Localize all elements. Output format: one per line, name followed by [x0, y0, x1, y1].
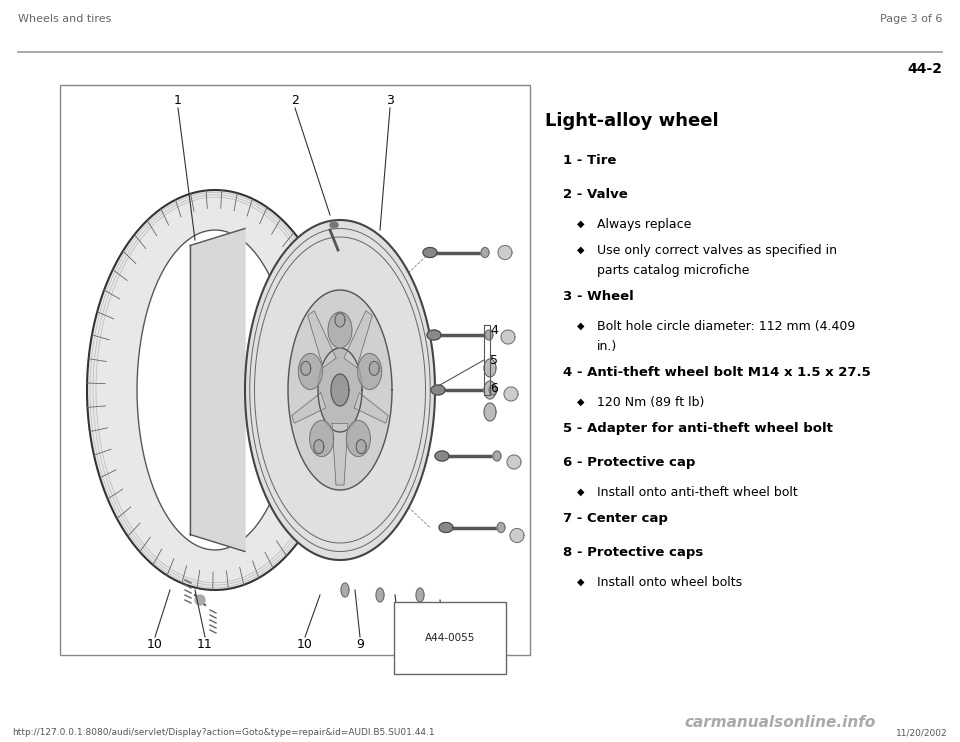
Polygon shape — [485, 330, 493, 340]
Text: 8 - Protective caps: 8 - Protective caps — [563, 546, 704, 559]
Polygon shape — [137, 230, 293, 550]
Polygon shape — [510, 528, 524, 542]
Text: 3: 3 — [386, 93, 394, 107]
Polygon shape — [358, 353, 382, 390]
Polygon shape — [356, 439, 366, 453]
Text: Page 3 of 6: Page 3 of 6 — [879, 14, 942, 24]
Text: Bolt hole circle diameter: 112 mm (4.409: Bolt hole circle diameter: 112 mm (4.409 — [597, 320, 855, 333]
Polygon shape — [330, 222, 338, 228]
Polygon shape — [300, 361, 311, 375]
Polygon shape — [493, 451, 501, 461]
Polygon shape — [328, 312, 352, 348]
Polygon shape — [344, 311, 372, 367]
Polygon shape — [332, 424, 348, 485]
Polygon shape — [288, 290, 392, 490]
Text: Install onto anti-theft wheel bolt: Install onto anti-theft wheel bolt — [597, 486, 798, 499]
Polygon shape — [347, 421, 371, 456]
Text: 4: 4 — [490, 324, 498, 337]
Polygon shape — [190, 229, 245, 551]
Polygon shape — [245, 220, 435, 560]
Polygon shape — [416, 588, 424, 602]
Text: Wheels and tires: Wheels and tires — [18, 14, 111, 24]
Text: ◆: ◆ — [577, 397, 585, 407]
Text: 6: 6 — [490, 381, 498, 395]
Polygon shape — [331, 374, 349, 406]
Text: 1: 1 — [174, 93, 182, 107]
Polygon shape — [376, 588, 384, 602]
Text: 7: 7 — [441, 639, 449, 651]
Polygon shape — [335, 313, 345, 327]
Polygon shape — [314, 439, 324, 453]
Text: 7 - Center cap: 7 - Center cap — [563, 512, 668, 525]
Text: Use only correct valves as specified in: Use only correct valves as specified in — [597, 244, 837, 257]
Polygon shape — [481, 248, 489, 257]
Polygon shape — [435, 451, 449, 461]
Text: 2 - Valve: 2 - Valve — [563, 188, 628, 201]
Polygon shape — [299, 353, 323, 390]
Polygon shape — [501, 330, 515, 344]
Text: 6 - Protective cap: 6 - Protective cap — [563, 456, 695, 469]
Polygon shape — [308, 311, 336, 367]
Polygon shape — [507, 455, 521, 469]
Text: Always replace: Always replace — [597, 218, 691, 231]
Text: 10: 10 — [297, 639, 313, 651]
Polygon shape — [292, 393, 325, 423]
Polygon shape — [354, 393, 388, 423]
Text: Light-alloy wheel: Light-alloy wheel — [545, 112, 719, 130]
Polygon shape — [504, 387, 518, 401]
Text: ◆: ◆ — [577, 577, 585, 587]
Text: ◆: ◆ — [577, 321, 585, 331]
Polygon shape — [370, 361, 379, 375]
Polygon shape — [427, 330, 441, 340]
Text: 2: 2 — [291, 93, 299, 107]
Text: 44-2: 44-2 — [907, 62, 942, 76]
Polygon shape — [484, 403, 496, 421]
Polygon shape — [423, 248, 437, 257]
Text: 11/20/2002: 11/20/2002 — [897, 728, 948, 737]
Text: 11: 11 — [197, 639, 213, 651]
Text: 9: 9 — [356, 639, 364, 651]
Polygon shape — [310, 421, 334, 456]
Polygon shape — [87, 190, 343, 590]
Text: 120 Nm (89 ft lb): 120 Nm (89 ft lb) — [597, 396, 705, 409]
Text: ◆: ◆ — [577, 487, 585, 497]
Text: carmanualsonline.info: carmanualsonline.info — [684, 715, 876, 730]
Polygon shape — [498, 246, 512, 260]
Text: 1 - Tire: 1 - Tire — [563, 154, 616, 167]
Text: 8: 8 — [396, 639, 404, 651]
Polygon shape — [195, 595, 205, 605]
Polygon shape — [484, 381, 496, 399]
Polygon shape — [484, 359, 496, 377]
Text: A44-0055: A44-0055 — [425, 633, 475, 643]
Text: ◆: ◆ — [577, 219, 585, 229]
Text: 5: 5 — [490, 353, 498, 367]
Text: http://127.0.0.1:8080/audi/servlet/Display?action=Goto&type=repair&id=AUDI.B5.SU: http://127.0.0.1:8080/audi/servlet/Displ… — [12, 728, 435, 737]
Polygon shape — [439, 522, 453, 533]
Bar — [60, 85, 530, 655]
Polygon shape — [489, 385, 497, 395]
Polygon shape — [431, 385, 445, 395]
Text: 4 - Anti-theft wheel bolt M14 x 1.5 x 27.5: 4 - Anti-theft wheel bolt M14 x 1.5 x 27… — [563, 366, 871, 379]
Text: Install onto wheel bolts: Install onto wheel bolts — [597, 576, 742, 589]
Text: in.): in.) — [597, 340, 617, 353]
Polygon shape — [497, 522, 505, 533]
Text: parts catalog microfiche: parts catalog microfiche — [597, 264, 750, 277]
Text: 3 - Wheel: 3 - Wheel — [563, 290, 634, 303]
Polygon shape — [341, 583, 349, 597]
Polygon shape — [318, 348, 362, 432]
Text: ◆: ◆ — [577, 245, 585, 255]
Text: 10: 10 — [147, 639, 163, 651]
Text: 5 - Adapter for anti-theft wheel bolt: 5 - Adapter for anti-theft wheel bolt — [563, 422, 833, 435]
